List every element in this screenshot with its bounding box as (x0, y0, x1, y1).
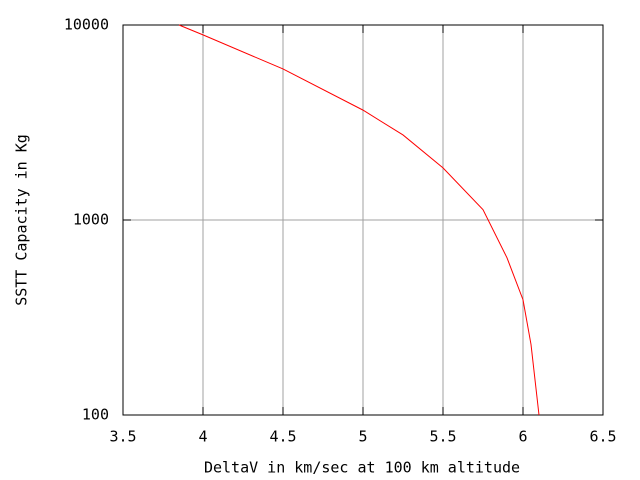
x-tick-label: 4 (198, 428, 207, 446)
x-tick-label: 4.5 (269, 428, 296, 446)
y-axis-label: SSTT Capacity in Kg (13, 134, 31, 306)
x-axis-label: DeltaV in km/sec at 100 km altitude (204, 459, 520, 477)
x-tick-label: 3.5 (109, 428, 136, 446)
x-tick-label: 5 (358, 428, 367, 446)
y-tick-label: 10000 (64, 16, 109, 34)
x-tick-label: 5.5 (429, 428, 456, 446)
y-tick-label: 100 (82, 406, 109, 424)
x-tick-label: 6 (518, 428, 527, 446)
y-tick-label: 1000 (73, 211, 109, 229)
x-tick-label: 6.5 (589, 428, 616, 446)
data-line (178, 24, 540, 416)
